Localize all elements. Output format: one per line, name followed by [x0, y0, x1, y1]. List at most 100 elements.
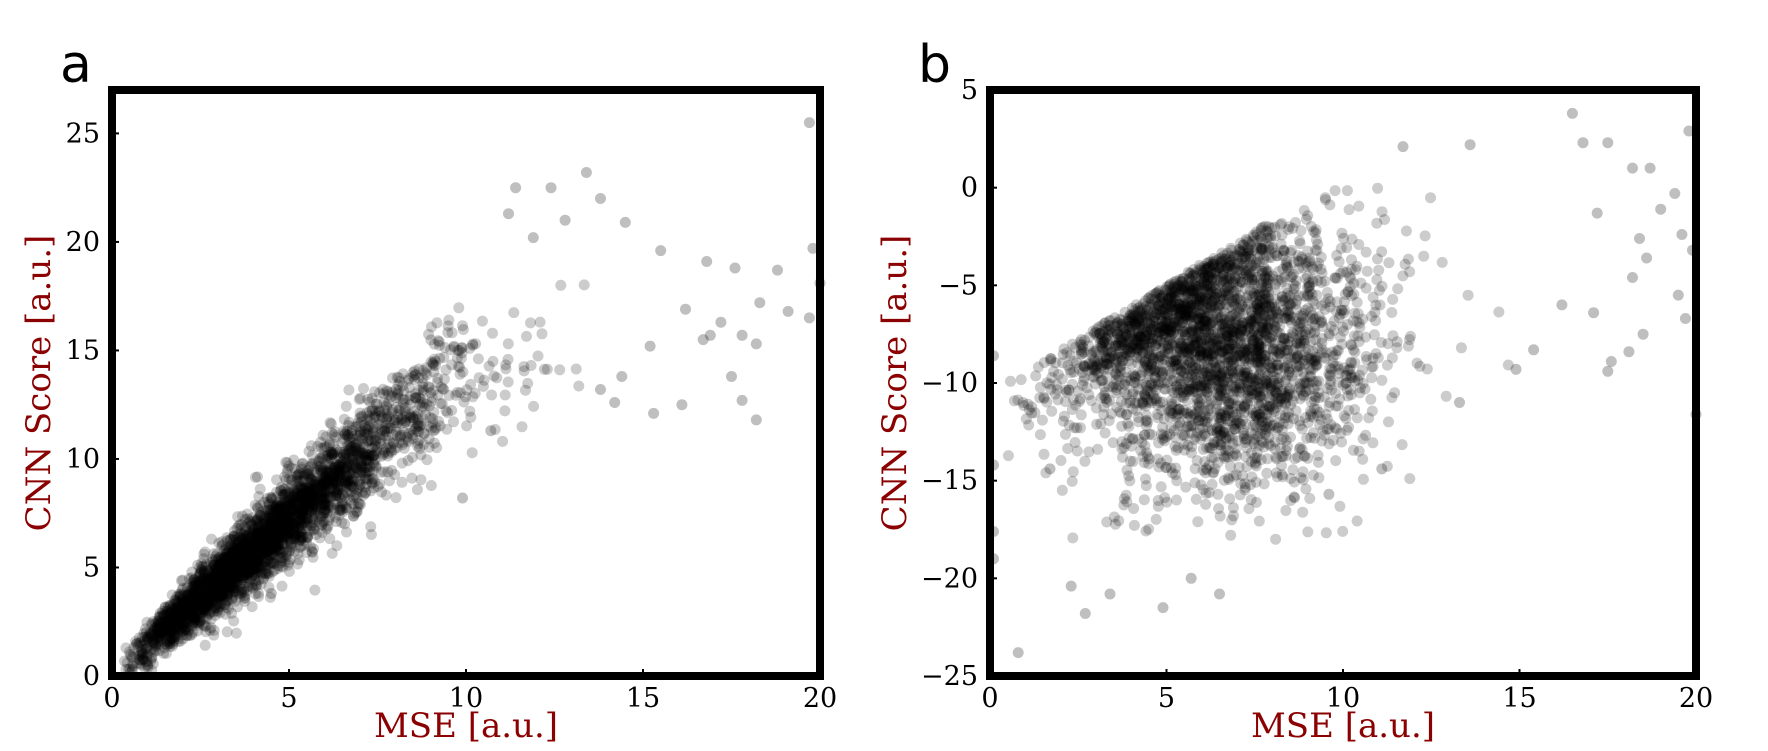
panel-a-point [271, 513, 283, 525]
panel-b-point [1138, 494, 1150, 506]
panel-a-point [151, 622, 163, 634]
panel-a-point [307, 498, 319, 510]
panel-a-point [448, 416, 459, 428]
panel-a-point [279, 522, 291, 533]
panel-a-point [264, 534, 276, 546]
panel-a-point [329, 446, 341, 458]
panel-a-point [221, 558, 233, 570]
panel-a-point [190, 582, 202, 594]
panel-a-point [280, 529, 292, 541]
panel-a-point [164, 613, 176, 625]
panel-a-point [369, 435, 381, 447]
panel-a-point [299, 517, 311, 528]
panel-b-point [1493, 306, 1505, 318]
panel-a-point [375, 438, 387, 450]
panel-a-point [388, 444, 400, 456]
panel-a-point [248, 523, 260, 535]
panel-a-point [196, 580, 208, 592]
panel-a-point [389, 414, 401, 426]
panel-a-point [281, 457, 293, 469]
panel-a-point [359, 461, 371, 473]
panel-a-point [187, 627, 199, 638]
panel-a-point [277, 545, 289, 557]
panel-a-point [196, 595, 208, 607]
panel-a-point [415, 393, 426, 405]
panel-b-point [1123, 470, 1135, 482]
panel-b-point [1418, 250, 1430, 262]
panel-a-point [169, 632, 180, 644]
panel-a-point [324, 467, 336, 479]
panel-a-point [306, 450, 318, 461]
panel-a-point [362, 393, 374, 405]
panel-a-point [221, 626, 233, 638]
panel-a-point [193, 602, 205, 614]
panel-b-point [1200, 498, 1212, 510]
panel-a-point [194, 567, 206, 579]
panel-a-point [194, 611, 206, 623]
panel-a-point [367, 450, 379, 462]
panel-a-point [387, 436, 399, 448]
panel-a-point [324, 452, 336, 464]
panel-b-point [1015, 374, 1027, 386]
panel-a-point [365, 529, 377, 540]
panel-a-point [525, 317, 536, 329]
panel-a-point [248, 536, 260, 548]
panel-a-point [304, 499, 316, 511]
panel-a-point [304, 482, 315, 494]
panel-a-point [333, 466, 345, 478]
panel-b-point [1222, 472, 1234, 484]
panel-a-point [197, 585, 209, 597]
panel-a-point [353, 482, 365, 493]
panel-a-point [295, 533, 307, 545]
panel-a-point [578, 279, 590, 291]
panel-a-point [167, 613, 179, 625]
panel-a-point [488, 370, 500, 382]
panel-a-point [287, 495, 299, 507]
panel-a-point [148, 636, 159, 648]
panel-a-point [370, 460, 382, 472]
panel-a-point [194, 608, 206, 620]
panel-a-point [210, 574, 222, 586]
panel-a-point [166, 603, 178, 614]
panel-a-point [201, 575, 213, 587]
panel-a-point [251, 533, 263, 545]
panel-a-point [213, 567, 225, 579]
panel-a-point [378, 425, 390, 437]
panel-a-point [245, 549, 257, 561]
panel-a-point [262, 537, 274, 549]
panel-a-point [238, 586, 250, 598]
panel-a-point [237, 557, 249, 569]
panel-a-point [205, 584, 217, 596]
panel-a-point [303, 468, 315, 480]
panel-a-point [227, 541, 238, 553]
panel-a-point [644, 340, 656, 352]
panel-a-point [570, 363, 582, 375]
panel-a-point [241, 543, 253, 555]
panel-a-point [286, 517, 297, 529]
panel-a-point [212, 572, 224, 584]
panel-a-point [503, 208, 514, 220]
panel-a-point [619, 216, 631, 228]
panel-a-point [194, 611, 206, 622]
panel-a-point [280, 456, 292, 468]
panel-a-point [237, 555, 249, 567]
panel-a-point [150, 641, 161, 653]
panel-a-point [500, 359, 512, 371]
panel-a-point [440, 364, 452, 376]
panel-a-ytick-label: 0 [83, 661, 100, 692]
panel-a-point [465, 378, 477, 390]
panel-a-point [186, 605, 198, 617]
panel-b-point [1280, 505, 1292, 516]
panel-a-point [183, 573, 195, 585]
panel-a-point [283, 493, 295, 505]
panel-a-point [406, 429, 418, 441]
panel-a-point [418, 428, 430, 440]
panel-a-point [262, 535, 274, 547]
panel-a-point [522, 377, 534, 389]
panel-a-point [396, 418, 408, 430]
panel-a-point [282, 519, 294, 531]
panel-a-point [485, 425, 497, 437]
panel-a-point [237, 553, 249, 565]
panel-a-point [369, 454, 381, 466]
